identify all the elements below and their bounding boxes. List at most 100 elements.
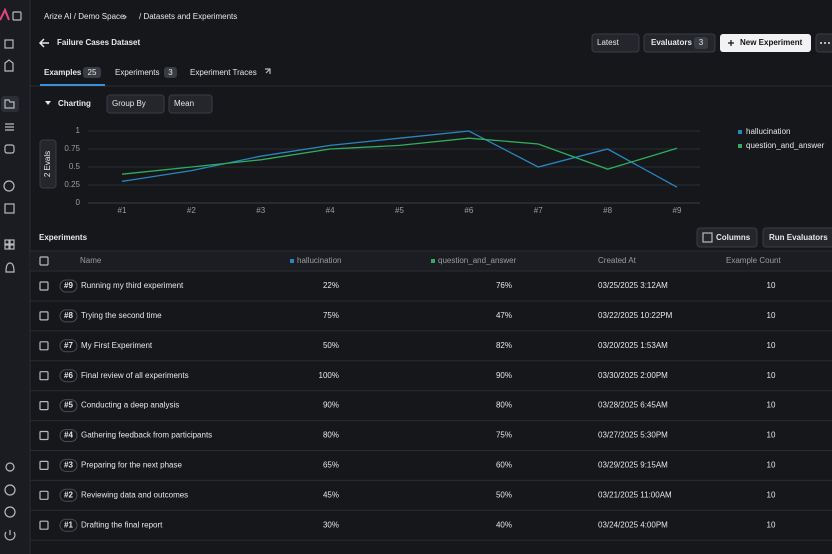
qa-score: 47%: [496, 311, 512, 320]
hallucination-score: 90%: [323, 401, 339, 410]
y-tick-label: 1: [76, 126, 81, 135]
x-tick-label: #8: [603, 206, 612, 215]
experiment-id: #4: [64, 431, 73, 440]
qa-score: 75%: [496, 431, 512, 440]
sidebar: [0, 0, 30, 554]
column-header[interactable]: Example Count: [726, 256, 781, 265]
legend-swatch: [431, 259, 435, 263]
example-count: 10: [767, 520, 776, 529]
x-tick-label: #3: [256, 206, 265, 215]
charting-title: Charting: [58, 99, 91, 108]
qa-score: 40%: [496, 520, 512, 529]
qa-score: 50%: [496, 490, 512, 499]
x-tick-label: #1: [118, 206, 127, 215]
column-header[interactable]: question_and_answer: [438, 256, 517, 265]
experiment-name: Final review of all experiments: [81, 371, 189, 380]
hallucination-score: 65%: [323, 461, 339, 470]
experiment-name: Drafting the final report: [81, 520, 163, 529]
created-at: 03/22/2025 10:22PM: [598, 311, 673, 320]
qa-score: 90%: [496, 371, 512, 380]
new-experiment-label: New Experiment: [740, 38, 803, 47]
breadcrumb-section[interactable]: / Datasets and Experiments: [139, 12, 237, 21]
evaluators-count: 3: [699, 38, 704, 47]
tab-count: 25: [88, 68, 97, 77]
legend-swatch: [738, 130, 742, 134]
legend-label: question_and_answer: [746, 141, 825, 150]
experiment-id: #5: [64, 401, 73, 410]
tab-experiment-traces[interactable]: Experiment Traces: [190, 68, 257, 77]
experiments-title: Experiments: [39, 233, 88, 242]
legend-label: hallucination: [746, 127, 790, 136]
x-tick-label: #9: [673, 206, 682, 215]
created-at: 03/25/2025 3:12AM: [598, 281, 668, 290]
y-tick-label: 0: [76, 198, 81, 207]
created-at: 03/28/2025 6:45AM: [598, 401, 668, 410]
example-count: 10: [767, 341, 776, 350]
experiment-id: #3: [64, 461, 73, 470]
created-at: 03/24/2025 4:00PM: [598, 520, 668, 529]
column-header[interactable]: hallucination: [297, 256, 341, 265]
qa-score: 80%: [496, 401, 512, 410]
experiment-name: Gathering feedback from participants: [81, 431, 212, 440]
x-tick-label: #2: [187, 206, 196, 215]
legend-swatch: [290, 259, 294, 263]
x-tick-label: #6: [464, 206, 473, 215]
tab-examples[interactable]: Examples: [44, 68, 82, 77]
experiment-name: Preparing for the next phase: [81, 461, 183, 470]
qa-score: 76%: [496, 281, 512, 290]
group-by-label: Group By: [112, 99, 146, 108]
experiment-name: My First Experiment: [81, 341, 153, 350]
x-tick-label: #4: [326, 206, 335, 215]
created-at: 03/27/2025 5:30PM: [598, 431, 668, 440]
example-count: 10: [767, 371, 776, 380]
example-count: 10: [767, 431, 776, 440]
example-count: 10: [767, 311, 776, 320]
experiment-name: Conducting a deep analysis: [81, 401, 179, 410]
x-tick-label: #7: [534, 206, 543, 215]
experiment-id: #8: [64, 311, 73, 320]
hallucination-score: 100%: [319, 371, 339, 380]
experiment-id: #9: [64, 281, 73, 290]
qa-score: 82%: [496, 341, 512, 350]
experiment-id: #2: [64, 490, 73, 499]
hallucination-score: 75%: [323, 311, 339, 320]
created-at: 03/20/2025 1:53AM: [598, 341, 668, 350]
created-at: 03/29/2025 9:15AM: [598, 461, 668, 470]
columns-label: Columns: [716, 233, 751, 242]
experiment-name: Trying the second time: [81, 311, 162, 320]
breadcrumb-space[interactable]: Arize AI / Demo Space: [44, 12, 125, 21]
example-count: 10: [767, 490, 776, 499]
page-title: Failure Cases Dataset: [57, 38, 140, 47]
column-header[interactable]: Name: [80, 256, 102, 265]
active-nav: [1, 96, 19, 112]
experiment-id: #6: [64, 371, 73, 380]
y-tick-label: 0.25: [64, 180, 80, 189]
latest-label: Latest: [597, 38, 620, 47]
aggregate-label: Mean: [174, 99, 194, 108]
y-tick-label: 0.75: [64, 144, 80, 153]
tab-experiments[interactable]: Experiments: [115, 68, 159, 77]
y-tick-label: 0.5: [69, 162, 81, 171]
experiment-id: #1: [64, 520, 73, 529]
example-count: 10: [767, 461, 776, 470]
hallucination-score: 80%: [323, 431, 339, 440]
experiment-id: #7: [64, 341, 73, 350]
y-axis-label: 2 Evals: [43, 151, 52, 177]
experiment-name: Running my third experiment: [81, 281, 184, 290]
tab-count: 3: [168, 68, 173, 77]
experiment-name: Reviewing data and outcomes: [81, 490, 188, 499]
x-tick-label: #5: [395, 206, 404, 215]
column-header[interactable]: Created At: [598, 256, 637, 265]
example-count: 10: [767, 281, 776, 290]
hallucination-score: 50%: [323, 341, 339, 350]
qa-score: 60%: [496, 461, 512, 470]
example-count: 10: [767, 401, 776, 410]
created-at: 03/30/2025 2:00PM: [598, 371, 668, 380]
created-at: 03/21/2025 11:00AM: [598, 490, 672, 499]
header-buttons: Latest Evaluators 3 New Experiment: [592, 34, 832, 52]
hallucination-score: 22%: [323, 281, 339, 290]
run-evaluators-label: Run Evaluators: [769, 233, 828, 242]
